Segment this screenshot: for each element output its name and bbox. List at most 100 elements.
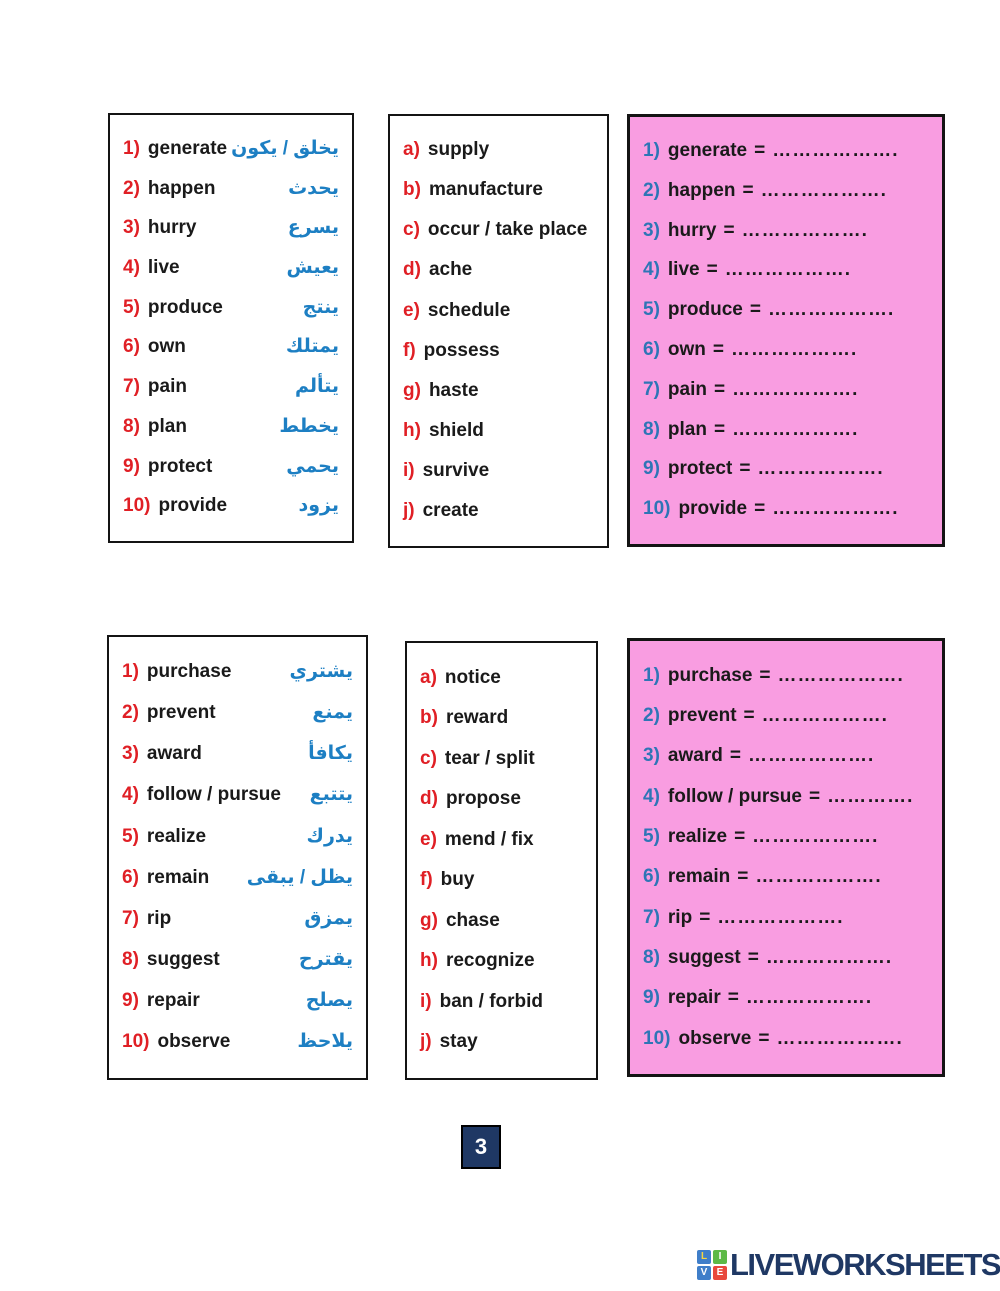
- answer-row: 1) generate = ……………….: [643, 140, 929, 163]
- arabic-translation: يعيش: [286, 257, 339, 279]
- option-letter: b): [420, 707, 438, 729]
- answer-blank[interactable]: ……………….: [745, 987, 873, 1009]
- item-number: 10): [643, 1027, 671, 1049]
- answer-blank[interactable]: ……………….: [767, 299, 895, 321]
- option-letter: j): [420, 1031, 432, 1053]
- equals-sign: =: [712, 338, 725, 360]
- option-row: g) haste: [403, 380, 594, 403]
- english-word: provide: [158, 495, 228, 517]
- item-number: 3): [643, 745, 660, 767]
- answer-blank[interactable]: ……………….: [724, 259, 851, 281]
- answer-blank[interactable]: ……………….: [772, 498, 899, 520]
- answer-row: 7) pain = ……………….: [643, 379, 929, 402]
- answer-blank[interactable]: ……………….: [777, 664, 904, 686]
- option-letter: i): [403, 459, 415, 481]
- english-word: purchase: [667, 664, 753, 686]
- item-number: 6): [122, 866, 139, 888]
- english-word: protect: [147, 455, 213, 477]
- logo-letter-tile: I: [713, 1250, 727, 1264]
- option-word: haste: [428, 379, 479, 401]
- english-word: live: [147, 257, 180, 279]
- liveworksheets-logo-text: LIVEWORKSHEETS: [730, 1247, 1000, 1282]
- option-letter: i): [420, 990, 432, 1012]
- english-word: prevent: [667, 704, 737, 726]
- answer-blank[interactable]: ……………….: [761, 704, 888, 726]
- item-number: 9): [122, 989, 139, 1011]
- option-word: buy: [440, 869, 475, 891]
- answer-blank[interactable]: ……………….: [765, 946, 893, 968]
- synonym-options-box-1: a) supply b) manufacture c) occur / take…: [388, 114, 609, 548]
- arabic-translation: يخطط: [279, 415, 339, 437]
- answer-row: 3) award = ……………….: [643, 745, 929, 768]
- item-number: 6): [123, 336, 140, 358]
- liveworksheets-logo-icon: L I V E: [697, 1250, 727, 1280]
- answer-blank[interactable]: ……………….: [747, 745, 875, 767]
- answer-row: 4) live = ……………….: [643, 259, 929, 282]
- vocab-row: 6) remain يظل / يبقى: [122, 867, 353, 890]
- item-number: 4): [643, 785, 660, 807]
- english-word: produce: [667, 299, 743, 321]
- equals-sign: =: [713, 418, 726, 440]
- item-number: 3): [643, 219, 660, 241]
- vocab-row: 1) purchase يشتري: [122, 661, 353, 684]
- vocab-row: 8) suggest يقترح: [122, 949, 353, 972]
- option-row: c) occur / take place: [403, 219, 594, 242]
- page-number-badge: 3: [461, 1125, 501, 1169]
- answer-blank[interactable]: ……………….: [757, 458, 884, 480]
- answer-blank[interactable]: ……………….: [755, 866, 882, 888]
- option-row: h) shield: [403, 420, 594, 443]
- item-number: 5): [122, 825, 139, 847]
- answer-blank[interactable]: ……………….: [752, 825, 879, 847]
- option-row: a) notice: [420, 667, 583, 690]
- vocab-row: 7) pain يتألم: [123, 376, 339, 399]
- item-number: 5): [643, 299, 660, 321]
- answer-blank[interactable]: ……………….: [731, 338, 858, 360]
- english-word: repair: [667, 987, 721, 1009]
- answer-blank[interactable]: ……………….: [717, 906, 844, 928]
- equals-sign: =: [699, 906, 711, 928]
- english-word: plan: [667, 418, 707, 440]
- english-word: happen: [147, 177, 216, 199]
- option-row: g) chase: [420, 910, 583, 933]
- answer-blank[interactable]: ……………….: [760, 179, 887, 201]
- equals-sign: =: [737, 866, 749, 888]
- option-letter: a): [403, 139, 420, 161]
- answer-blank[interactable]: ………….: [827, 785, 914, 807]
- answer-blank[interactable]: ……………….: [732, 418, 859, 440]
- item-number: 6): [643, 338, 660, 360]
- arabic-translation: يمنع: [312, 702, 353, 724]
- equals-sign: =: [727, 987, 739, 1009]
- answer-blank[interactable]: ……………….: [741, 219, 868, 241]
- vocab-row: 6) own يمتلك: [123, 336, 339, 359]
- answer-blank[interactable]: ……………….: [776, 1027, 903, 1049]
- arabic-translation: يزود: [298, 495, 339, 517]
- answer-blank[interactable]: ……………….: [732, 378, 859, 400]
- item-number: 7): [643, 378, 660, 400]
- english-word: remain: [146, 866, 210, 888]
- option-word: notice: [444, 666, 501, 688]
- equals-sign: =: [706, 259, 718, 281]
- english-word: plan: [147, 415, 187, 437]
- option-letter: a): [420, 666, 437, 688]
- option-word: manufacture: [428, 179, 543, 201]
- equals-sign: =: [808, 785, 821, 807]
- answers-box-2: 1) purchase = ………………. 2) prevent = ………………: [627, 638, 945, 1077]
- option-letter: g): [420, 909, 438, 931]
- item-number: 9): [643, 458, 660, 480]
- option-row: b) reward: [420, 707, 583, 730]
- item-number: 4): [643, 259, 660, 281]
- item-number: 1): [643, 664, 660, 686]
- answer-row: 10) observe = ……………….: [643, 1028, 929, 1051]
- option-row: j) stay: [420, 1031, 583, 1054]
- english-word: award: [667, 745, 723, 767]
- arabic-translation: ينتج: [302, 296, 339, 318]
- arabic-translation: يظل / يبقى: [246, 866, 353, 888]
- option-letter: f): [420, 869, 433, 891]
- item-number: 3): [122, 743, 139, 765]
- answer-blank[interactable]: ……………….: [772, 140, 899, 161]
- answer-row: 1) purchase = ……………….: [643, 665, 929, 688]
- arabic-translation: يخلق / يكون: [231, 137, 339, 159]
- item-number: 7): [122, 907, 139, 929]
- answer-row: 3) hurry = ……………….: [643, 220, 929, 243]
- equals-sign: =: [754, 140, 766, 161]
